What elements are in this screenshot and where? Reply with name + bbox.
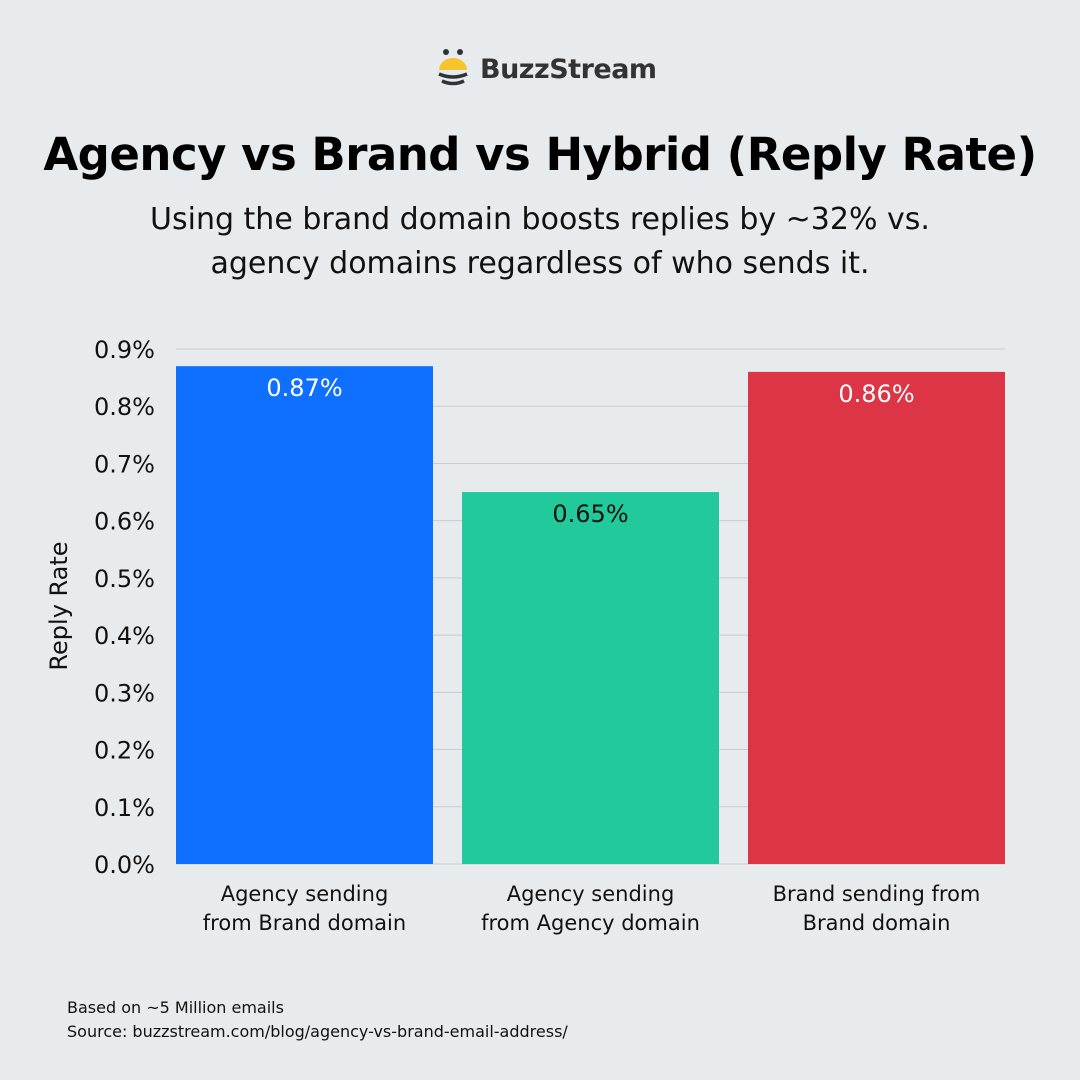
bar xyxy=(176,366,433,864)
x-tick-label: from Agency domain xyxy=(481,911,700,935)
y-tick-label: 0.2% xyxy=(94,737,155,765)
y-tick-label: 0.4% xyxy=(94,622,155,650)
bar xyxy=(462,492,719,864)
y-tick-label: 0.7% xyxy=(94,450,155,478)
brand-name: BuzzStream xyxy=(480,53,657,85)
x-tick-label: Brand domain xyxy=(803,911,951,935)
x-axis-labels: Agency sending from Brand domain Agency se… xyxy=(203,882,981,935)
data-label: 0.65% xyxy=(552,500,628,528)
x-tick-label: from Brand domain xyxy=(203,911,406,935)
y-tick-label: 0.0% xyxy=(94,851,155,879)
data-label: 0.87% xyxy=(266,374,342,402)
footer-source: Source: buzzstream.com/blog/agency-vs-br… xyxy=(67,1022,568,1041)
page-title: Agency vs Brand vs Hybrid (Reply Rate) xyxy=(43,128,1037,181)
x-tick-label: Agency sending xyxy=(221,882,389,906)
y-tick-label: 0.3% xyxy=(94,679,155,707)
y-tick-label: 0.6% xyxy=(94,508,155,536)
footer: Based on ~5 Million emails Source: buzzs… xyxy=(67,996,568,1044)
data-label: 0.86% xyxy=(838,380,914,408)
page-subtitle: Using the brand domain boosts replies by… xyxy=(150,202,930,281)
y-tick-label: 0.5% xyxy=(94,565,155,593)
footer-note: Based on ~5 Million emails xyxy=(67,998,284,1017)
y-tick-label: 0.8% xyxy=(94,393,155,421)
bars: 0.87% 0.65% 0.86% xyxy=(176,366,1005,864)
x-tick-label: Agency sending xyxy=(507,882,675,906)
y-tick-label: 0.9% xyxy=(94,336,155,364)
y-axis-label: Reply Rate xyxy=(45,541,73,670)
x-tick-label: Brand sending from xyxy=(773,882,981,906)
bar xyxy=(748,371,1005,864)
bee-icon xyxy=(438,49,468,86)
brand-logo: BuzzStream xyxy=(436,48,657,90)
y-axis-ticks: 0.0% 0.1% 0.2% 0.3% 0.4% 0.5% 0.6% 0.7% 0.8% 0.9% xyxy=(94,336,155,879)
y-tick-label: 0.1% xyxy=(94,794,155,822)
